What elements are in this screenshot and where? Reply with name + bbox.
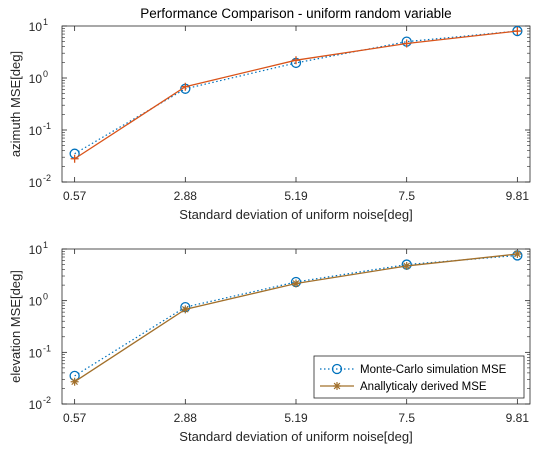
y-tick-label: 10 (29, 72, 43, 86)
legend-label: Monte-Carlo simulation MSE (360, 364, 507, 376)
y-axis-label: elevation MSE[deg] (8, 270, 23, 383)
x-tick-label: 7.5 (398, 189, 415, 203)
x-tick-label: 0.57 (63, 189, 87, 203)
data-point (402, 39, 411, 48)
x-tick-label: 9.81 (506, 411, 530, 425)
series-2 (70, 27, 522, 163)
y-tick-label: 10 (29, 176, 43, 190)
y-tick-label: 10 (29, 20, 43, 34)
y-tick-exponent: 0 (43, 292, 48, 302)
data-point (70, 377, 79, 386)
data-point (402, 261, 411, 270)
y-tick-exponent: 0 (43, 69, 48, 79)
data-point (181, 305, 190, 314)
data-point (292, 279, 300, 288)
legend-label: Anallyticaly derived MSE (360, 381, 487, 393)
x-tick-label: 0.57 (63, 411, 87, 425)
x-tick-label: 2.88 (174, 189, 198, 203)
data-point (513, 250, 522, 259)
y-tick-exponent: -1 (43, 343, 51, 353)
legend-marker (333, 382, 341, 390)
data-point (292, 56, 300, 65)
y-tick-label: 10 (29, 398, 43, 412)
series-2 (70, 250, 522, 386)
y-tick-exponent: 1 (43, 240, 48, 250)
y-tick-exponent: -2 (43, 173, 51, 183)
y-tick-exponent: -2 (43, 395, 51, 405)
data-point (70, 154, 79, 163)
data-point (181, 82, 190, 91)
x-tick-label: 2.88 (174, 411, 198, 425)
x-tick-label: 5.19 (284, 189, 308, 203)
y-axis-label: azimuth MSE[deg] (8, 51, 23, 157)
x-axis-label: Standard deviation of uniform noise[deg] (179, 207, 412, 222)
x-axis-label: Standard deviation of uniform noise[deg] (179, 429, 412, 444)
x-tick-label: 5.19 (284, 411, 308, 425)
y-tick-exponent: 1 (43, 17, 48, 27)
plot-area (61, 25, 531, 183)
x-tick-label: 7.5 (398, 411, 415, 425)
chart-title: Performance Comparison - uniform random … (140, 6, 451, 21)
legend-marker (331, 363, 343, 375)
legend: Monte-Carlo simulation MSE Anallyticaly d… (313, 355, 525, 399)
y-tick-exponent: -1 (43, 121, 51, 131)
data-point (513, 27, 522, 36)
y-tick-label: 10 (29, 243, 43, 257)
y-tick-label: 10 (29, 124, 43, 138)
y-tick-label: 10 (29, 295, 43, 309)
x-tick-label: 9.81 (506, 189, 530, 203)
y-tick-label: 10 (29, 346, 43, 360)
legend-box (313, 355, 525, 399)
